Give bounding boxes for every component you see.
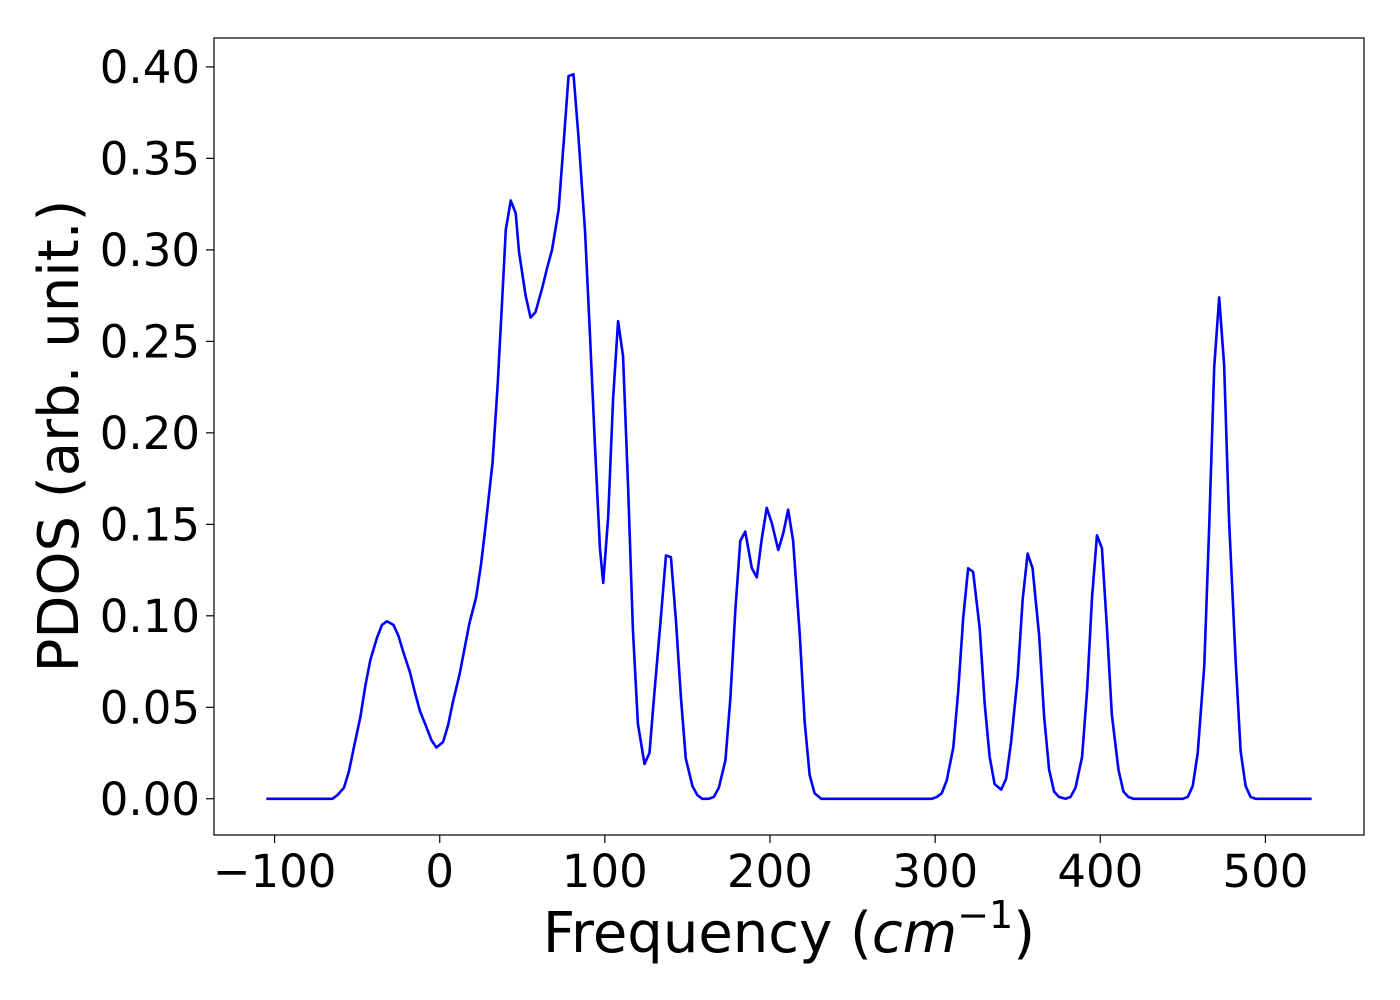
y-tick-label: 0.40 <box>100 41 200 94</box>
x-tick-label: 0 <box>425 845 454 898</box>
x-label-close: ) <box>1013 901 1035 966</box>
x-tick-label: −100 <box>213 845 337 898</box>
data-line <box>266 72 1312 801</box>
y-tick-label: 0.35 <box>100 132 200 185</box>
x-label-unit: cm <box>872 901 957 966</box>
y-tick-label: 0.10 <box>100 590 200 643</box>
x-tick-label: 300 <box>892 845 978 898</box>
x-tick-label: 100 <box>562 845 648 898</box>
y-tick-label: 0.20 <box>100 407 200 460</box>
y-axis-label: PDOS (arb. unit.) <box>27 200 92 673</box>
x-tick-label: 400 <box>1057 845 1143 898</box>
y-tick-label: 0.30 <box>100 224 200 277</box>
x-tick-label: 200 <box>727 845 813 898</box>
x-tick-label: 500 <box>1222 845 1308 898</box>
y-tick-label: 0.25 <box>100 315 200 368</box>
y-tick-label: 0.15 <box>100 498 200 551</box>
plot-frame <box>213 37 1365 836</box>
y-tick-label: 0.00 <box>100 773 200 826</box>
x-label-exponent: −1 <box>957 893 1013 937</box>
x-label-text: Frequency ( <box>543 901 872 966</box>
x-axis-label: Frequency (cm−1) <box>543 893 1035 966</box>
y-tick-label: 0.05 <box>100 681 200 734</box>
